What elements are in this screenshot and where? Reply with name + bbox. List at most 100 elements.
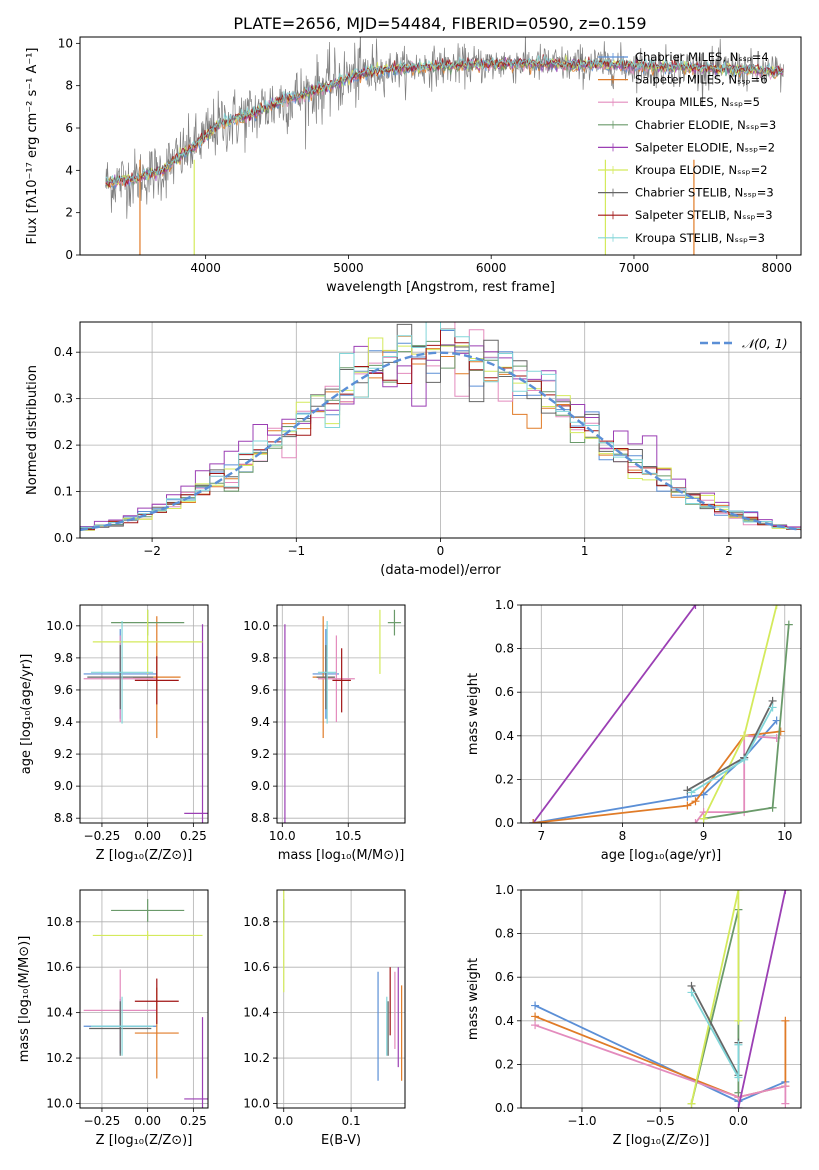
axes-frame xyxy=(79,604,209,824)
x-tick-label: 8 xyxy=(619,829,627,843)
weight-point xyxy=(734,890,743,894)
axes-frame xyxy=(79,321,802,539)
legend-entry: Kroupa MILES, Nₛₛₚ=5 xyxy=(635,95,760,109)
legend: Chabrier MILES, Nₛₛₚ=4 Salpeter MILES, Nₛ… xyxy=(598,50,776,245)
weight-point xyxy=(734,1104,743,1108)
y-axis-label: mass weight xyxy=(466,958,481,1040)
y-tick-label: 0.2 xyxy=(495,1057,514,1071)
weight-point xyxy=(781,890,790,894)
y-tick-label: 0.8 xyxy=(495,927,514,941)
legend-entry: Chabrier MILES, Nₛₛₚ=4 xyxy=(635,50,769,64)
plot-area xyxy=(83,899,208,1108)
x-tick-label: −0.25 xyxy=(84,829,121,843)
weight-point xyxy=(784,620,793,629)
y-tick-label: 0.0 xyxy=(54,531,73,545)
y-tick-label: 8 xyxy=(65,79,73,93)
weight-point xyxy=(781,1099,790,1108)
panel-weight-vs-age: 7 8 9 10 0.0 0.2 0.4 0.6 0.8 1.0 age [log₁₀(age/yr… xyxy=(466,598,802,863)
weight-series-0 xyxy=(532,605,697,823)
y-tick-label: 10.4 xyxy=(46,1006,73,1020)
weight-point xyxy=(531,1012,540,1021)
x-tick-label: 0.1 xyxy=(342,1114,361,1128)
y-tick-label: 0.2 xyxy=(495,772,514,786)
y-tick-label: 9.8 xyxy=(251,651,270,665)
y-tick-label: 0.3 xyxy=(54,392,73,406)
x-axis-label: Z [log₁₀(Z/Z⊙)] xyxy=(96,848,193,863)
weight-point xyxy=(683,801,692,810)
x-tick-label: 0.25 xyxy=(180,829,207,843)
axes-frame xyxy=(276,889,406,1109)
x-tick-label: 6000 xyxy=(476,261,507,275)
x-tick-label: 7 xyxy=(537,829,545,843)
y-tick-label: 10.4 xyxy=(243,1006,270,1020)
panel-mass-vs-ebv: 0.0 0.1 10.0 10.2 10.4 10.6 10.8 E(B-V) xyxy=(243,889,406,1148)
y-tick-label: 10 xyxy=(58,36,73,50)
y-axis-label: Normed distribution xyxy=(25,365,40,495)
y-tick-label: 1.0 xyxy=(495,598,514,612)
y-tick-label: 9.4 xyxy=(54,715,73,729)
y-tick-label: 10.0 xyxy=(243,1096,270,1110)
panel-weight-vs-Z: −1.0 −0.5 0.0 0.0 0.2 0.4 0.6 0.8 1.0 Z [log₁₀(Z/… xyxy=(466,883,802,1148)
y-tick-label: 0.6 xyxy=(495,970,514,984)
panel-age-vs-mass: 10.0 10.5 8.8 9.0 9.2 9.4 9.6 9.8 10.0 mass [log₁… xyxy=(243,604,406,863)
y-tick-label: 10.0 xyxy=(46,1096,73,1110)
y-tick-label: 9.0 xyxy=(251,779,270,793)
plot-area xyxy=(531,890,790,1108)
weight-point xyxy=(531,1021,540,1030)
panel-age-vs-Z: −0.25 0.00 0.25 8.8 9.0 9.2 9.4 9.6 9.8 10.0 Z [lo… xyxy=(19,604,209,863)
y-axis-label: Flux [fλ10⁻¹⁷ erg cm⁻² s⁻¹ A⁻¹] xyxy=(25,48,40,245)
axes-frame xyxy=(79,36,802,256)
x-tick-label: 0.00 xyxy=(134,1114,161,1128)
observed-spectrum xyxy=(105,37,784,219)
y-tick-label: 2 xyxy=(65,206,73,220)
x-tick-label: 8000 xyxy=(761,261,792,275)
y-tick-label: 10.8 xyxy=(46,915,73,929)
weight-point xyxy=(772,605,781,609)
weight-point xyxy=(687,788,696,797)
y-tick-label: 0.0 xyxy=(495,1101,514,1115)
x-tick-label: 10 xyxy=(777,829,792,843)
legend-entry: Salpeter ELODIE, Nₛₛₚ=2 xyxy=(635,140,775,154)
x-axis-label: Z [log₁₀(Z/Z⊙)] xyxy=(96,1133,193,1148)
x-tick-label: 10.0 xyxy=(269,829,296,843)
axes-frame xyxy=(520,604,802,824)
x-tick-label: −2 xyxy=(143,544,161,558)
y-tick-label: 0.8 xyxy=(495,642,514,656)
legend-entry: Salpeter STELIB, Nₛₛₚ=3 xyxy=(635,208,773,222)
x-tick-label: 10.5 xyxy=(335,829,362,843)
x-tick-label: 0.0 xyxy=(274,1114,293,1128)
x-tick-label: 0.0 xyxy=(729,1114,748,1128)
x-tick-label: 4000 xyxy=(190,261,221,275)
weight-point xyxy=(683,786,692,795)
y-tick-label: 6 xyxy=(65,121,73,135)
weight-point xyxy=(687,1099,696,1108)
weight-point xyxy=(687,988,696,997)
y-tick-label: 10.0 xyxy=(46,619,73,633)
weight-point xyxy=(734,1040,743,1049)
y-axis-label: age [log₁₀(age/yr)] xyxy=(19,654,34,775)
plot-area xyxy=(83,609,208,823)
weight-point xyxy=(768,703,777,712)
legend-entry: Kroupa STELIB, Nₛₛₚ=3 xyxy=(635,231,765,245)
model-spectrum-8 xyxy=(105,55,784,186)
y-tick-label: 10.2 xyxy=(46,1051,73,1065)
y-tick-label: 0.0 xyxy=(495,816,514,830)
legend-entry: Chabrier ELODIE, Nₛₛₚ=3 xyxy=(635,118,776,132)
x-tick-label: 2 xyxy=(725,544,733,558)
y-tick-label: 4 xyxy=(65,163,73,177)
legend-entry: 𝒩(0, 1) xyxy=(742,336,788,351)
y-tick-label: 0.4 xyxy=(54,345,73,359)
weight-series-4 xyxy=(737,890,787,1108)
y-tick-label: 8.8 xyxy=(251,811,270,825)
y-tick-label: 9.6 xyxy=(251,683,270,697)
weight-point xyxy=(529,819,538,823)
weight-point xyxy=(734,1073,743,1082)
weight-point xyxy=(691,797,700,806)
x-tick-label: −1.0 xyxy=(567,1114,596,1128)
weight-point xyxy=(691,819,700,823)
y-tick-label: 9.2 xyxy=(251,747,270,761)
x-tick-label: 0.25 xyxy=(180,1114,207,1128)
weight-point xyxy=(691,605,700,609)
y-tick-label: 0.4 xyxy=(495,1014,514,1028)
